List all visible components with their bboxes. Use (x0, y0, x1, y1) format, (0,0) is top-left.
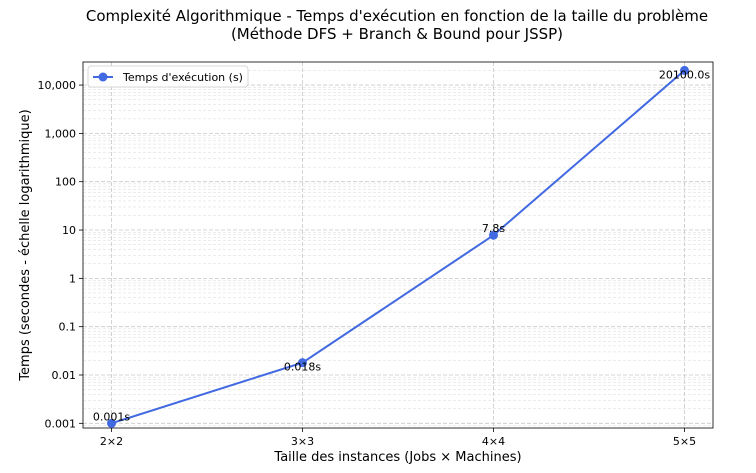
legend-label: Temps d'exécution (s) (122, 71, 243, 84)
grid (83, 62, 713, 428)
x-axis-ticks: 2×2 3×3 4×4 5×5 (100, 428, 696, 448)
chart-title: Complexité Algorithmique - Temps d'exécu… (86, 7, 708, 25)
y-axis-ticks: 0.001 0.01 0.1 1 10 100 1,000 10,000 (38, 79, 83, 430)
data-label: 0.018s (284, 361, 321, 374)
data-label: 20100.0s (659, 68, 710, 81)
y-tick-label: 1 (69, 272, 76, 285)
x-axis-label: Taille des instances (Jobs × Machines) (273, 450, 521, 465)
y-tick-label: 1,000 (45, 127, 77, 140)
data-point (298, 358, 307, 368)
data-point (489, 230, 498, 240)
data-label: 7.8s (482, 222, 505, 235)
data-label: 0.001s (93, 410, 130, 423)
plot-frame (82, 61, 714, 429)
series-line (111, 69, 686, 425)
y-axis-label: Temps (secondes - échelle logarithmique) (18, 109, 33, 381)
series-layer: 0.001s 0.018s 7.8s 20100.0s (93, 65, 710, 428)
legend-box (87, 65, 249, 88)
y-tick-label: 0.1 (59, 321, 77, 334)
data-point (680, 65, 689, 75)
legend-marker (98, 72, 108, 82)
y-tick-label: 0.01 (52, 369, 77, 382)
x-tick-label: 5×5 (673, 435, 696, 448)
legend: Temps d'exécution (s) (87, 65, 249, 88)
y-tick-label: 0.001 (45, 417, 77, 430)
x-tick-label: 2×2 (100, 435, 123, 448)
x-tick-label: 3×3 (291, 435, 314, 448)
y-tick-label: 10 (62, 224, 76, 237)
data-point (107, 418, 116, 428)
y-tick-label: 100 (55, 176, 76, 189)
x-tick-label: 4×4 (482, 435, 505, 448)
y-tick-label: 10,000 (38, 79, 77, 92)
chart-subtitle: (Méthode DFS + Branch & Bound pour JSSP) (231, 25, 563, 43)
